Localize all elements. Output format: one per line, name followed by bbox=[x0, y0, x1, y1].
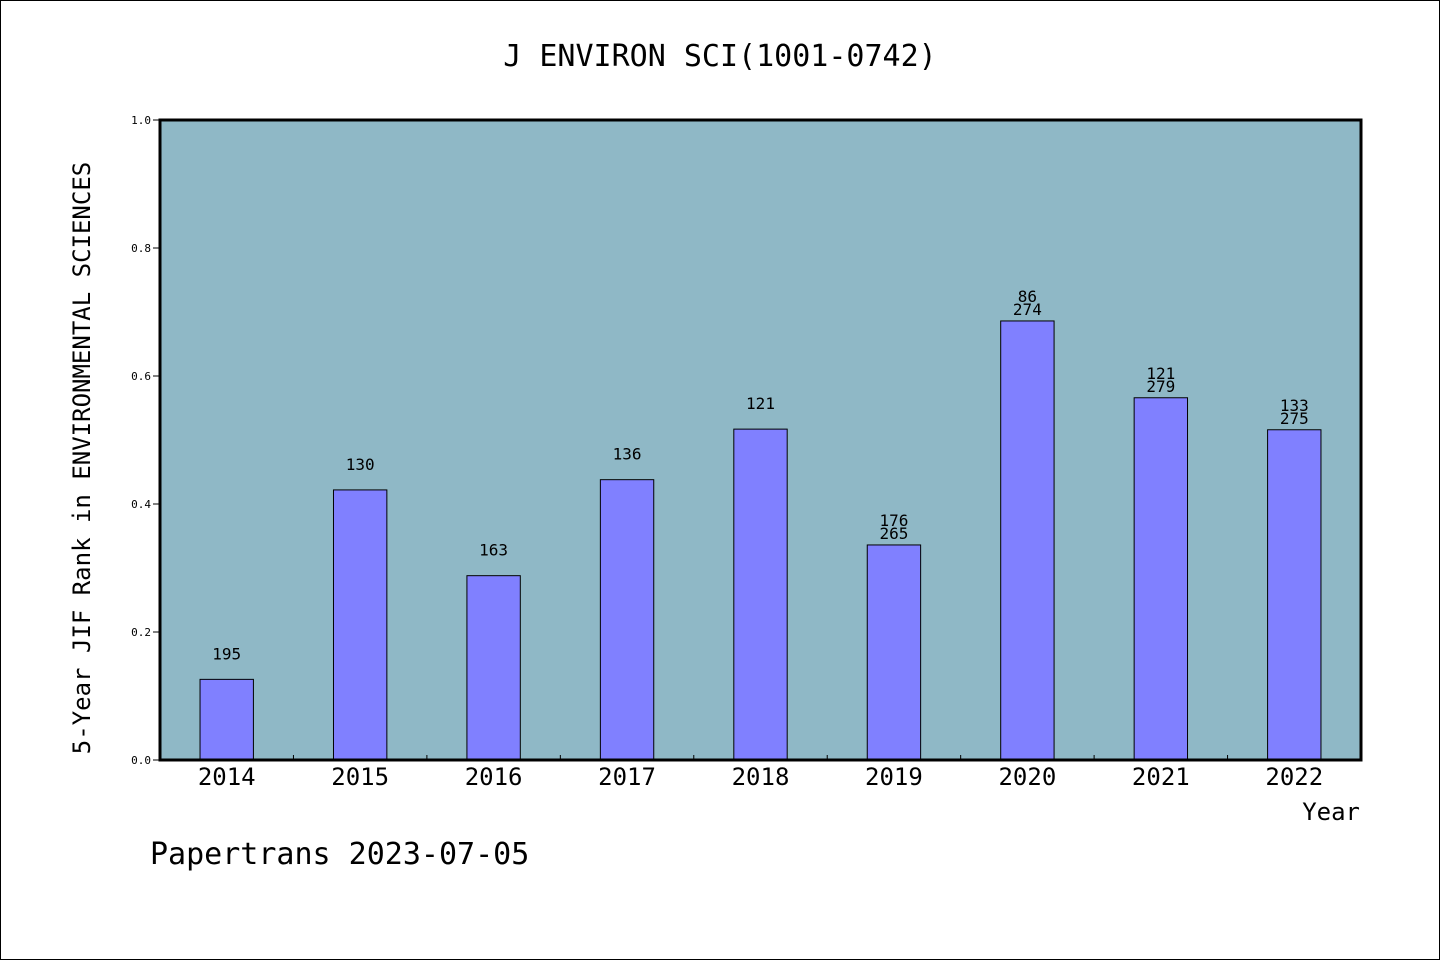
bar-2019 bbox=[866, 544, 922, 761]
y-tick-label: 0.4 bbox=[131, 498, 151, 511]
bar-data-label: 86 bbox=[1018, 287, 1037, 306]
bar-data-label: 130 bbox=[346, 455, 375, 474]
bar-data-label: 136 bbox=[613, 445, 642, 464]
bar-data-label: 195 bbox=[212, 644, 241, 663]
x-axis-label: Year bbox=[1302, 798, 1360, 826]
y-tick-label: 1.0 bbox=[131, 114, 151, 127]
y-tick-label: 0.2 bbox=[131, 626, 151, 639]
bar-2017 bbox=[599, 479, 655, 761]
footer-text: Papertrans 2023-07-05 bbox=[150, 837, 529, 872]
x-tick-label: 2015 bbox=[331, 763, 389, 791]
bar-data-label: 275 bbox=[1280, 409, 1309, 428]
x-tick-label: 2022 bbox=[1265, 763, 1323, 791]
bar-data-label: 274 bbox=[1013, 300, 1042, 319]
bar-data-label: 279 bbox=[1146, 377, 1175, 396]
bar-2016 bbox=[466, 575, 521, 761]
x-tick-label: 2019 bbox=[865, 763, 923, 791]
bar-data-label: 121 bbox=[746, 394, 775, 413]
bar-2020 bbox=[1000, 320, 1055, 761]
y-axis-ticks: 0.0 0.2 0.4 0.6 0.8 1.0 bbox=[131, 114, 160, 767]
bar-data-label: 265 bbox=[879, 524, 908, 543]
bar-data-label: 133 bbox=[1280, 396, 1309, 415]
x-tick-label: 2020 bbox=[998, 763, 1056, 791]
bar-2014 bbox=[199, 678, 254, 761]
x-axis-ticks: 2014 2015 2016 2017 2018 2019 2020 2021 2022 bbox=[198, 755, 1323, 791]
x-tick-label: 2014 bbox=[198, 763, 256, 791]
x-tick-label: 2018 bbox=[732, 763, 790, 791]
x-tick-label: 2017 bbox=[598, 763, 656, 791]
bar-2018 bbox=[733, 428, 788, 761]
bar-2022 bbox=[1267, 429, 1322, 761]
chart-title: J ENVIRON SCI(1001-0742) bbox=[503, 39, 936, 74]
bar-2021 bbox=[1133, 397, 1189, 761]
y-axis-label: 5-Year JIF Rank in ENVIRONMENTAL SCIENCE… bbox=[68, 162, 96, 754]
y-tick-label: 0.6 bbox=[131, 370, 151, 383]
bar-data-label: 121 bbox=[1146, 364, 1175, 383]
bar-2015 bbox=[332, 489, 388, 761]
plot-border bbox=[158, 118, 1363, 762]
y-tick-label: 0.8 bbox=[131, 242, 151, 255]
x-tick-label: 2016 bbox=[465, 763, 523, 791]
x-tick-label: 2021 bbox=[1132, 763, 1190, 791]
bar-data-label: 163 bbox=[479, 541, 508, 560]
y-tick-label: 0.0 bbox=[131, 754, 151, 767]
bar-data-label: 176 bbox=[879, 511, 908, 530]
